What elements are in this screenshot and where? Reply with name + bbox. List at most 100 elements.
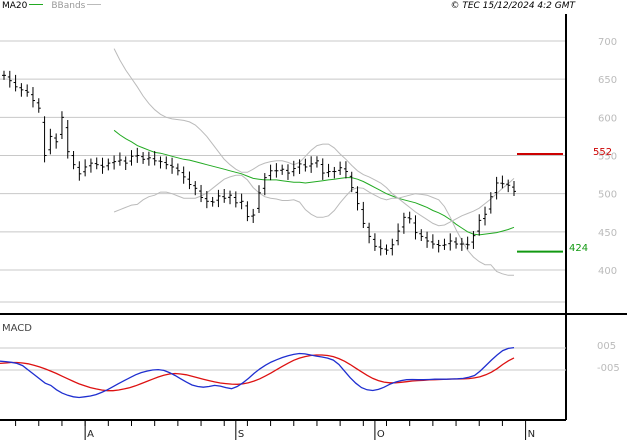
price-bar (396, 223, 401, 246)
resistance-level-label: 552 (593, 147, 612, 158)
price-bar (442, 238, 447, 250)
ma20-legend-label: MA20 (2, 1, 28, 11)
bband-lower-line (113, 174, 514, 276)
time-axis-label: O (377, 429, 385, 440)
price-tick-label: 700 (598, 37, 617, 48)
price-bar (239, 193, 244, 210)
price-bar (181, 166, 186, 184)
price-bar (257, 185, 261, 213)
price-bar (309, 156, 314, 173)
macd-title: MACD (2, 323, 32, 334)
price-tick-label: 450 (598, 228, 617, 239)
price-bar (326, 163, 331, 178)
price-bar (123, 156, 128, 171)
price-bar (471, 231, 476, 249)
price-bar (112, 155, 117, 170)
price-bar (465, 236, 470, 250)
price-bar (164, 156, 169, 170)
macd-line (0, 346, 515, 399)
price-bar (88, 158, 93, 173)
copyright-notice: © TEC 15/12/2024 4:2 GMT (450, 1, 575, 11)
price-bar (477, 214, 482, 236)
price-bar (83, 159, 88, 177)
price-bar (222, 189, 227, 203)
price-bar (245, 201, 250, 222)
chart-legend: MA20 BBands (2, 0, 103, 12)
price-bar (285, 164, 290, 180)
price-bar (384, 244, 389, 255)
price-bar (25, 84, 30, 97)
price-bar (129, 150, 134, 166)
support-level-label: 424 (569, 243, 588, 254)
price-bar (77, 161, 82, 181)
time-axis-label: S (238, 429, 244, 440)
price-bar (401, 212, 406, 234)
price-bar (175, 163, 180, 176)
price-bar (268, 164, 273, 181)
price-bar (54, 133, 59, 149)
price-bar (500, 175, 505, 189)
price-tick-label: 600 (598, 113, 617, 124)
price-bar (59, 111, 64, 140)
bbands-legend-swatch (87, 4, 102, 5)
price-bar (233, 191, 238, 208)
macd-panel: MACD 005 -005 (0, 323, 620, 399)
price-bar (407, 211, 412, 224)
price-bar (338, 161, 343, 175)
price-bar (488, 192, 493, 214)
price-bar (36, 98, 41, 113)
price-bar (94, 157, 99, 170)
price-bar (512, 180, 516, 196)
price-panel: 700650600550500450400ASOND (0, 14, 627, 440)
price-bar (216, 189, 221, 208)
price-bar (158, 156, 163, 169)
price-bar (367, 222, 372, 244)
price-bar (349, 171, 354, 193)
price-bar (7, 70, 12, 88)
price-bar (42, 116, 47, 163)
price-bar (419, 229, 424, 241)
price-bar (71, 150, 76, 170)
price-bar (204, 190, 209, 209)
price-bar (361, 201, 366, 229)
price-bar (297, 159, 302, 174)
price-bar (280, 164, 285, 175)
price-bar (135, 147, 140, 163)
price-bar (100, 157, 105, 174)
price-bar (193, 181, 198, 196)
price-bar (454, 237, 459, 249)
macd-tick-lower: -005 (597, 363, 620, 374)
price-bar (170, 157, 175, 174)
price-bar (251, 208, 256, 223)
price-bar (448, 233, 453, 251)
bbands-legend-label: BBands (51, 1, 86, 11)
price-bar (494, 176, 499, 200)
ma20-line (113, 129, 515, 236)
price-bar (106, 158, 111, 171)
price-bar (343, 161, 348, 179)
price-bar (459, 237, 464, 251)
price-bar (436, 239, 441, 253)
price-bar (2, 70, 6, 80)
price-bar (291, 160, 296, 177)
price-bar (262, 173, 267, 196)
price-bar (146, 151, 151, 166)
price-tick-label: 500 (598, 190, 617, 201)
price-bar (332, 166, 337, 179)
price-bar (274, 163, 279, 178)
price-tick-label: 400 (598, 266, 617, 277)
price-bar (314, 156, 319, 168)
price-bar (141, 152, 146, 164)
price-bar (30, 87, 35, 108)
level-labels: 552 424 (569, 147, 612, 254)
price-bar (425, 231, 430, 248)
price-bar (152, 151, 157, 166)
price-bar (320, 158, 325, 180)
price-bar (187, 171, 192, 190)
bband-upper-line (113, 48, 515, 227)
price-bar (48, 128, 53, 155)
macd-tick-upper: 005 (597, 341, 616, 352)
price-bar (13, 74, 18, 92)
price-bar (210, 196, 215, 207)
